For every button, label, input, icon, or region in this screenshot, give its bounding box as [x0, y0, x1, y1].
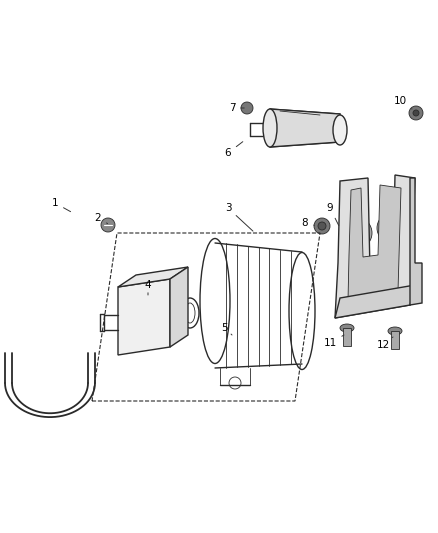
Text: 12: 12	[376, 337, 393, 350]
Polygon shape	[118, 267, 188, 287]
Circle shape	[409, 106, 423, 120]
Polygon shape	[170, 267, 188, 347]
Ellipse shape	[350, 224, 366, 242]
Circle shape	[413, 110, 419, 116]
Text: 9: 9	[327, 203, 339, 225]
Ellipse shape	[383, 220, 397, 236]
Polygon shape	[270, 109, 340, 147]
Text: 6: 6	[225, 142, 243, 158]
Text: 11: 11	[323, 335, 344, 348]
Text: 4: 4	[145, 280, 151, 295]
Text: 10: 10	[393, 96, 412, 109]
Circle shape	[142, 313, 150, 321]
Text: 5: 5	[222, 323, 232, 335]
Ellipse shape	[263, 109, 277, 147]
Text: 7: 7	[229, 103, 244, 113]
Bar	[391, 331, 399, 349]
Circle shape	[241, 102, 253, 114]
Ellipse shape	[344, 218, 372, 248]
Ellipse shape	[377, 214, 403, 242]
Text: 2: 2	[95, 213, 108, 224]
Ellipse shape	[340, 324, 354, 332]
Text: 1: 1	[52, 198, 71, 212]
Text: 8: 8	[302, 218, 314, 228]
Polygon shape	[118, 279, 170, 355]
Bar	[343, 328, 351, 346]
Polygon shape	[335, 285, 415, 318]
Polygon shape	[335, 175, 415, 318]
Circle shape	[314, 218, 330, 234]
Circle shape	[318, 222, 326, 230]
Polygon shape	[348, 185, 401, 301]
Circle shape	[101, 218, 115, 232]
Polygon shape	[410, 178, 422, 305]
Text: 3: 3	[225, 203, 253, 231]
Ellipse shape	[395, 288, 405, 298]
Ellipse shape	[388, 327, 402, 335]
Ellipse shape	[333, 115, 347, 145]
